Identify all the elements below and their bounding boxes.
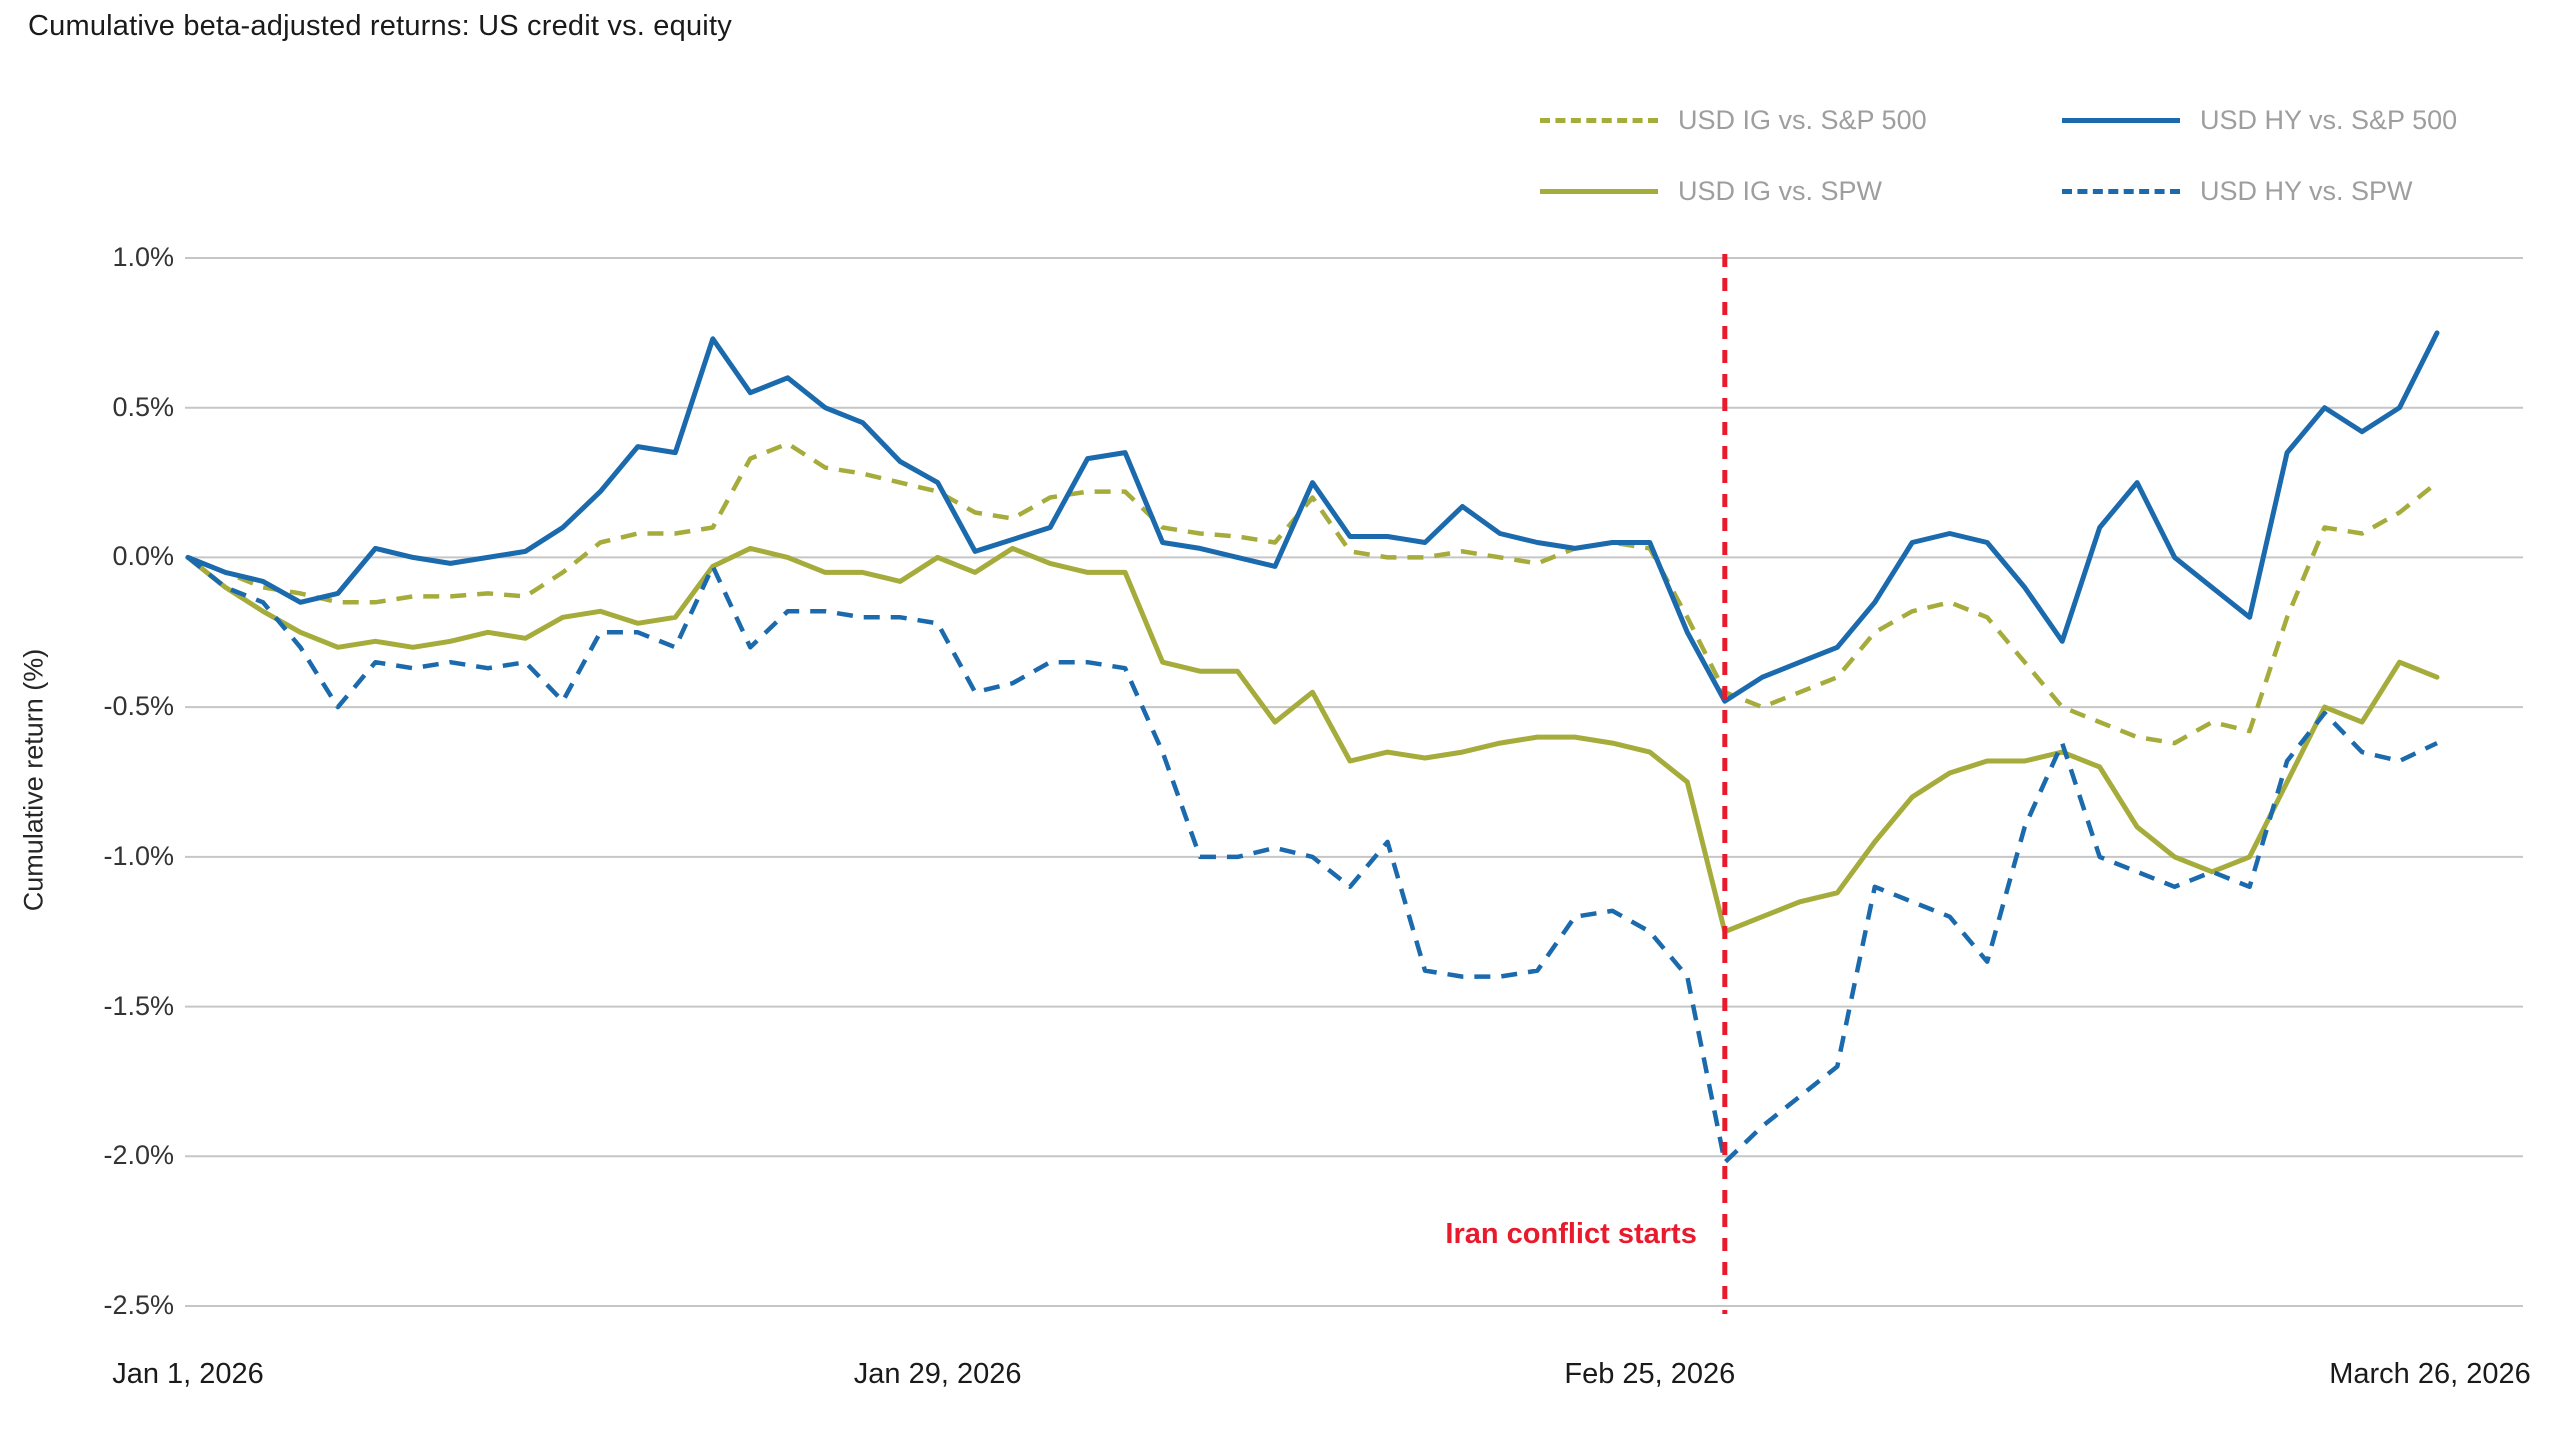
y-tick-label: -2.0%: [103, 1140, 174, 1171]
legend-swatch-olive-solid-icon: [1540, 189, 1658, 194]
y-tick-label: 0.5%: [112, 391, 174, 422]
legend-item-usd-ig-spw: USD IG vs. SPW: [1540, 176, 1882, 207]
y-tick-label: -1.0%: [103, 840, 174, 871]
y-tick-label: -0.5%: [103, 691, 174, 722]
x-axis-labels: Jan 1, 2026 Jan 29, 2026 Feb 25, 2026 March…: [0, 1358, 2560, 1398]
y-tick-label: 0.0%: [112, 541, 174, 572]
page-title: Cumulative beta-adjusted returns: US cre…: [28, 10, 732, 42]
legend-label: USD HY vs. S&P 500: [2200, 105, 2458, 135]
x-tick-label: Jan 1, 2026: [112, 1358, 264, 1390]
y-tick-label: 1.0%: [112, 242, 174, 272]
legend-item-usd-hy-sp500: USD HY vs. S&P 500: [2062, 105, 2457, 136]
y-tick-label: -1.5%: [103, 990, 174, 1021]
legend-label: USD IG vs. SPW: [1678, 176, 1883, 206]
legend-label: USD IG vs. S&P 500: [1678, 105, 1927, 135]
legend-swatch-olive-dashed-icon: [1540, 118, 1658, 123]
legend-swatch-blue-solid-icon: [2062, 118, 2180, 123]
x-tick-label: Jan 29, 2026: [853, 1358, 1022, 1390]
y-axis-labels: 1.0% 0.5% 0.0% -0.5% -1.0% -1.5% -2.0% -2.5%: [14, 0, 174, 1440]
event-label: Iran conflict starts: [1445, 1218, 1697, 1250]
legend-item-usd-hy-spw: USD HY vs. SPW: [2062, 176, 2413, 207]
series-line-1: [185, 330, 2440, 704]
series-line-3: [186, 555, 2438, 1165]
legend-item-usd-ig-sp500: USD IG vs. S&P 500: [1540, 105, 1927, 136]
series-line-2: [185, 545, 2440, 935]
legend-swatch-blue-dashed-icon: [2062, 189, 2180, 194]
y-tick-label: -2.5%: [103, 1290, 174, 1320]
x-tick-label: March 26, 2026: [2329, 1358, 2531, 1390]
x-tick-label: Feb 25, 2026: [1564, 1358, 1736, 1390]
legend-label: USD HY vs. SPW: [2200, 176, 2413, 206]
series-line-0: [187, 441, 2439, 746]
